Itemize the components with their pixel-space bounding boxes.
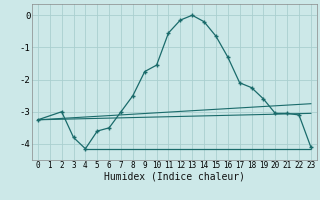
X-axis label: Humidex (Indice chaleur): Humidex (Indice chaleur) [104,172,245,182]
